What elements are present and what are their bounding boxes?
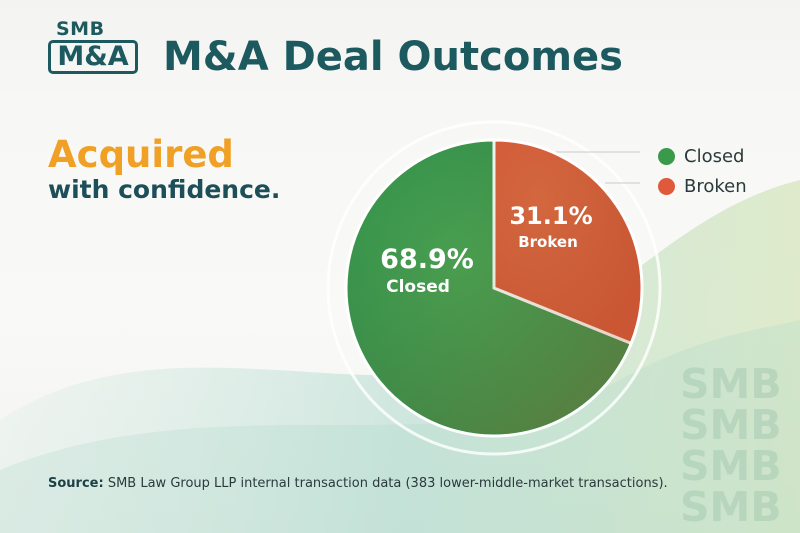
- watermark-line: SMB: [680, 360, 782, 408]
- legend-label-broken: Broken: [684, 175, 747, 197]
- page-title: M&A Deal Outcomes: [163, 34, 623, 80]
- logo-main-text: M&A: [57, 41, 129, 72]
- logo-small-text: SMB: [56, 18, 105, 40]
- slice-label-broken: Broken: [518, 233, 578, 251]
- watermark-line: SMB: [680, 442, 782, 490]
- chart-legend: Closed Broken: [658, 141, 747, 201]
- watermark-line: SMB: [680, 401, 782, 449]
- hero-subheadline: with confidence.: [48, 175, 281, 204]
- hero-headline: Acquired: [48, 133, 234, 176]
- legend-dot-broken: [658, 177, 675, 195]
- source-text: SMB Law Group LLP internal transaction d…: [107, 476, 668, 491]
- legend-label-closed: Closed: [684, 145, 745, 167]
- slice-value-broken: 31.1%: [509, 202, 592, 230]
- brand-watermark: SMB SMB SMB SMB: [680, 364, 800, 528]
- logo-frame: [48, 40, 138, 74]
- legend-dot-closed: [658, 147, 675, 165]
- source-prefix: Source:: [48, 476, 104, 491]
- brand-logo: SMB M&A: [48, 18, 144, 76]
- watermark-line: SMB: [680, 483, 782, 531]
- header-bar: SMB M&A M&A Deal Outcomes: [0, 0, 800, 100]
- pie-shading-overlay: [348, 142, 640, 434]
- legend-item-broken: Broken: [658, 171, 747, 201]
- slice-value-closed: 68.9%: [380, 244, 474, 275]
- source-note: Source: SMB Law Group LLP internal trans…: [48, 476, 668, 491]
- pie-outer-ring: [326, 120, 662, 456]
- legend-item-closed: Closed: [658, 141, 747, 171]
- slice-label-closed: Closed: [386, 277, 450, 297]
